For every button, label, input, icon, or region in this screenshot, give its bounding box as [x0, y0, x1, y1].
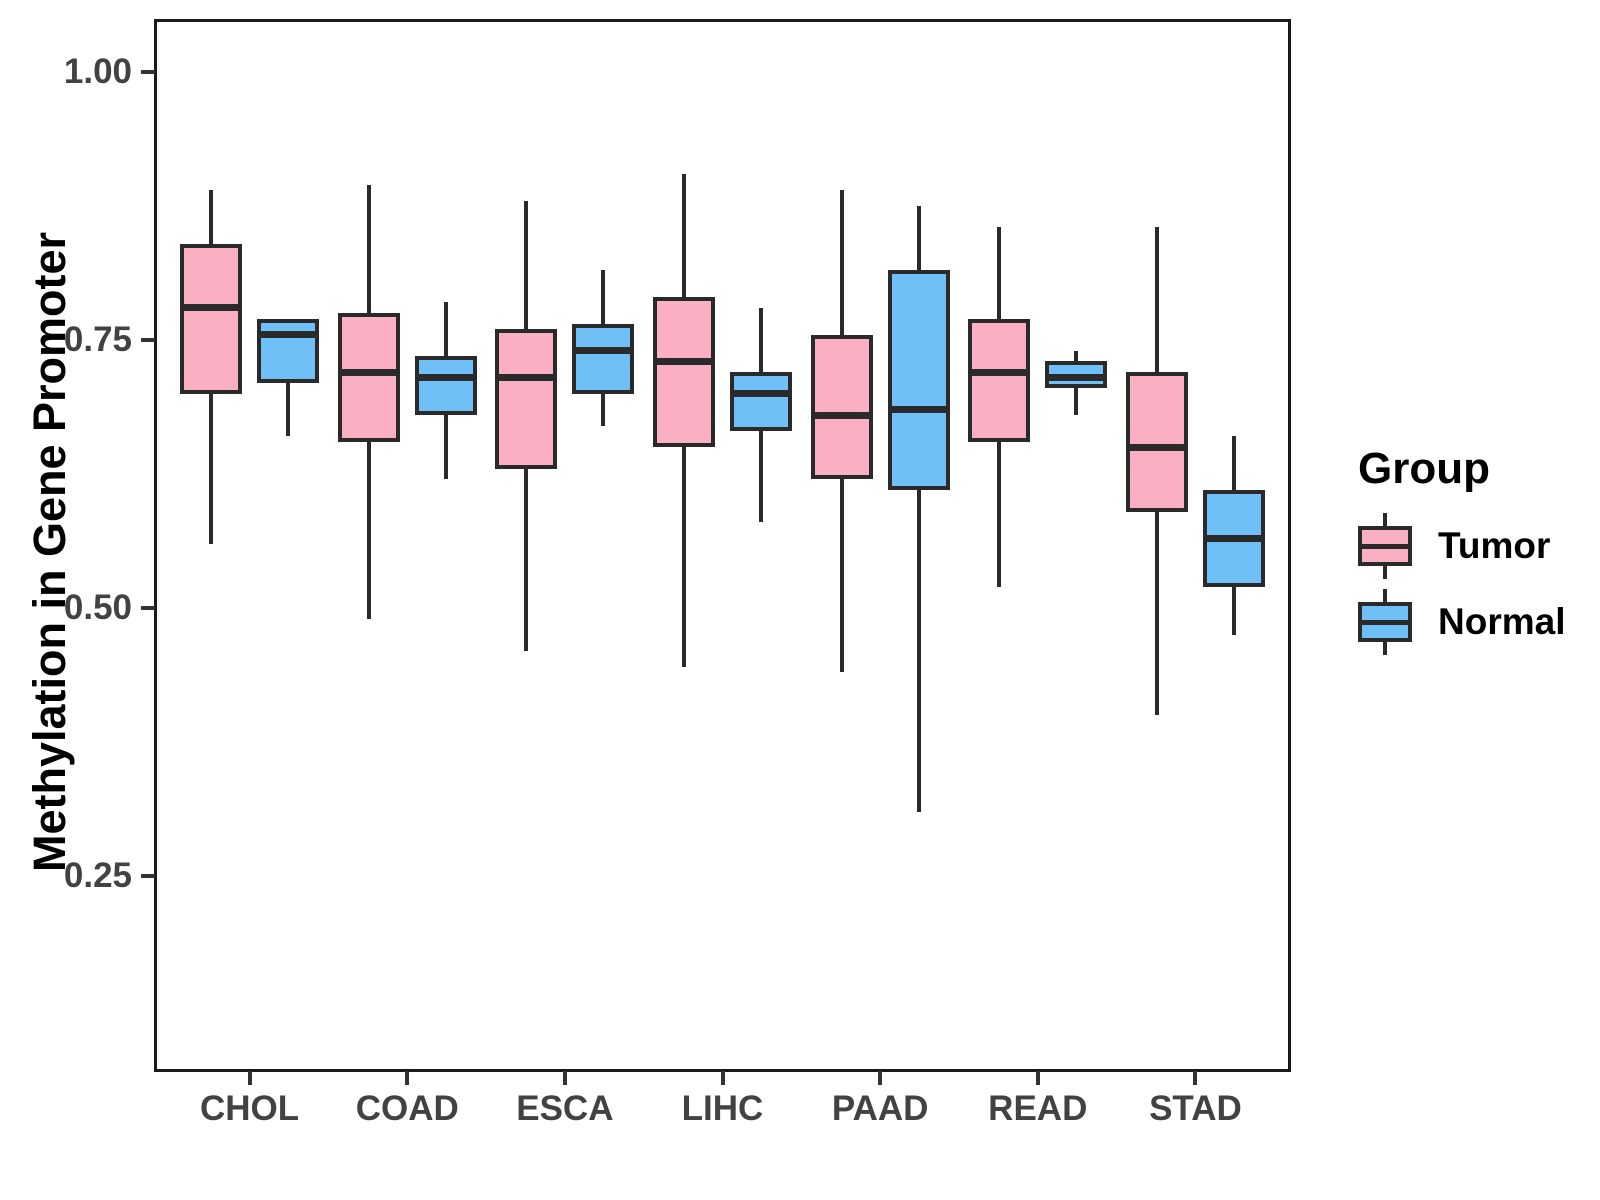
boxplot-normal-esca-upper-whisker	[601, 270, 606, 324]
boxplot-tumor-coad-box	[337, 313, 400, 442]
plot-panel	[154, 19, 1291, 1072]
legend-entry-normal: Normal	[1358, 588, 1598, 656]
x-tick-mark	[405, 1071, 410, 1085]
boxplot-normal-lihc-median	[730, 390, 792, 398]
boxplot-tumor-esca-lower-whisker	[524, 468, 529, 651]
boxplot-normal-read-upper-whisker	[1074, 350, 1079, 362]
boxplot-tumor-chol-box	[180, 243, 243, 394]
legend: Group Tumor Normal	[1358, 444, 1598, 664]
boxplot-tumor-esca-box	[495, 329, 558, 469]
y-tick-label-0.75: 0.75	[63, 320, 132, 359]
boxplot-tumor-paad-median	[810, 411, 873, 419]
boxplot-normal-lihc-upper-whisker	[759, 307, 763, 373]
boxplot-normal-esca-box	[572, 323, 635, 394]
x-category-label-LIHC: LIHC	[681, 1089, 764, 1128]
tumor-boxplot-key-icon	[1358, 513, 1412, 579]
boxplot-tumor-chol-lower-whisker	[209, 393, 214, 544]
boxplot-normal-stad-upper-whisker	[1231, 436, 1236, 491]
legend-label-tumor: Tumor	[1438, 525, 1551, 566]
legend-entry-tumor: Tumor	[1358, 512, 1598, 580]
boxplot-normal-esca-lower-whisker	[601, 393, 606, 426]
boxplot-normal-read-median	[1045, 374, 1108, 382]
legend-label-normal: Normal	[1438, 601, 1566, 642]
y-tick-label-0.50: 0.50	[63, 588, 132, 627]
normal-boxplot-key-icon	[1358, 589, 1412, 655]
x-tick-mark	[1035, 1071, 1040, 1085]
boxplot-tumor-chol-upper-whisker	[209, 189, 214, 244]
boxplot-tumor-stad-lower-whisker	[1154, 511, 1159, 716]
boxplot-tumor-stad-median	[1125, 443, 1188, 451]
y-tick-mark	[141, 338, 155, 342]
boxplot-normal-lihc-lower-whisker	[759, 431, 763, 523]
boxplot-tumor-stad-upper-whisker	[1154, 227, 1159, 373]
x-category-label-PAAD: PAAD	[831, 1089, 929, 1128]
x-tick-mark	[562, 1071, 567, 1085]
boxplot-normal-coad-upper-whisker	[443, 302, 448, 357]
y-tick-mark	[141, 606, 155, 610]
boxplot-tumor-stad-box	[1125, 372, 1188, 512]
boxplot-normal-read-lower-whisker	[1074, 388, 1079, 416]
boxplot-tumor-read-median	[968, 368, 1031, 376]
boxplot-normal-stad-median	[1202, 534, 1265, 542]
x-tick-mark	[878, 1071, 883, 1085]
boxplot-normal-chol-median	[257, 331, 320, 339]
boxplot-tumor-lihc-lower-whisker	[682, 447, 686, 667]
x-tick-mark	[720, 1071, 725, 1085]
boxplot-tumor-chol-median	[180, 304, 243, 312]
x-category-label-CHOL: CHOL	[200, 1089, 300, 1128]
boxplot-normal-coad-box	[414, 356, 477, 416]
x-category-label-COAD: COAD	[355, 1089, 459, 1128]
boxplot-tumor-coad-upper-whisker	[366, 184, 371, 314]
boxplot-normal-coad-median	[414, 374, 477, 382]
x-category-label-ESCA: ESCA	[516, 1089, 614, 1128]
boxplot-normal-paad-upper-whisker	[916, 206, 921, 271]
boxplot-tumor-coad-median	[337, 368, 400, 376]
y-tick-label-1.00: 1.00	[63, 52, 132, 91]
boxplot-normal-lihc-box	[730, 372, 792, 432]
boxplot-tumor-read-box	[968, 318, 1031, 442]
x-tick-mark	[1193, 1071, 1198, 1085]
boxplot-tumor-paad-box	[810, 334, 873, 480]
key-median-line	[1358, 620, 1412, 625]
y-tick-label-0.25: 0.25	[63, 856, 132, 895]
boxplot-tumor-read-upper-whisker	[997, 227, 1002, 319]
x-category-label-STAD: STAD	[1149, 1089, 1242, 1128]
boxplot-tumor-paad-upper-whisker	[839, 189, 844, 335]
boxplot-tumor-esca-upper-whisker	[524, 200, 529, 330]
x-category-label-READ: READ	[988, 1089, 1088, 1128]
boxplot-tumor-lihc-median	[653, 357, 715, 365]
boxplot-normal-coad-lower-whisker	[443, 415, 448, 480]
boxplot-tumor-coad-lower-whisker	[366, 441, 371, 619]
boxplot-normal-stad-lower-whisker	[1231, 586, 1236, 635]
boxplot-tumor-lihc-upper-whisker	[682, 173, 686, 298]
boxplot-normal-esca-median	[572, 347, 635, 355]
boxplot-normal-paad-lower-whisker	[916, 490, 921, 812]
legend-title: Group	[1358, 444, 1490, 493]
boxplot-normal-chol-box	[257, 318, 320, 383]
x-tick-mark	[247, 1071, 252, 1085]
boxplot-tumor-esca-median	[495, 374, 558, 382]
boxplot-tumor-paad-lower-whisker	[839, 479, 844, 673]
boxplot-normal-chol-lower-whisker	[286, 382, 291, 437]
y-tick-mark	[141, 70, 155, 74]
boxplot-normal-paad-median	[887, 406, 950, 414]
boxplot-normal-paad-box	[887, 270, 950, 491]
y-tick-mark	[141, 874, 155, 878]
boxplot-tumor-lihc-box	[653, 297, 715, 448]
key-median-line	[1358, 544, 1412, 549]
boxplot-tumor-read-lower-whisker	[997, 441, 1002, 587]
